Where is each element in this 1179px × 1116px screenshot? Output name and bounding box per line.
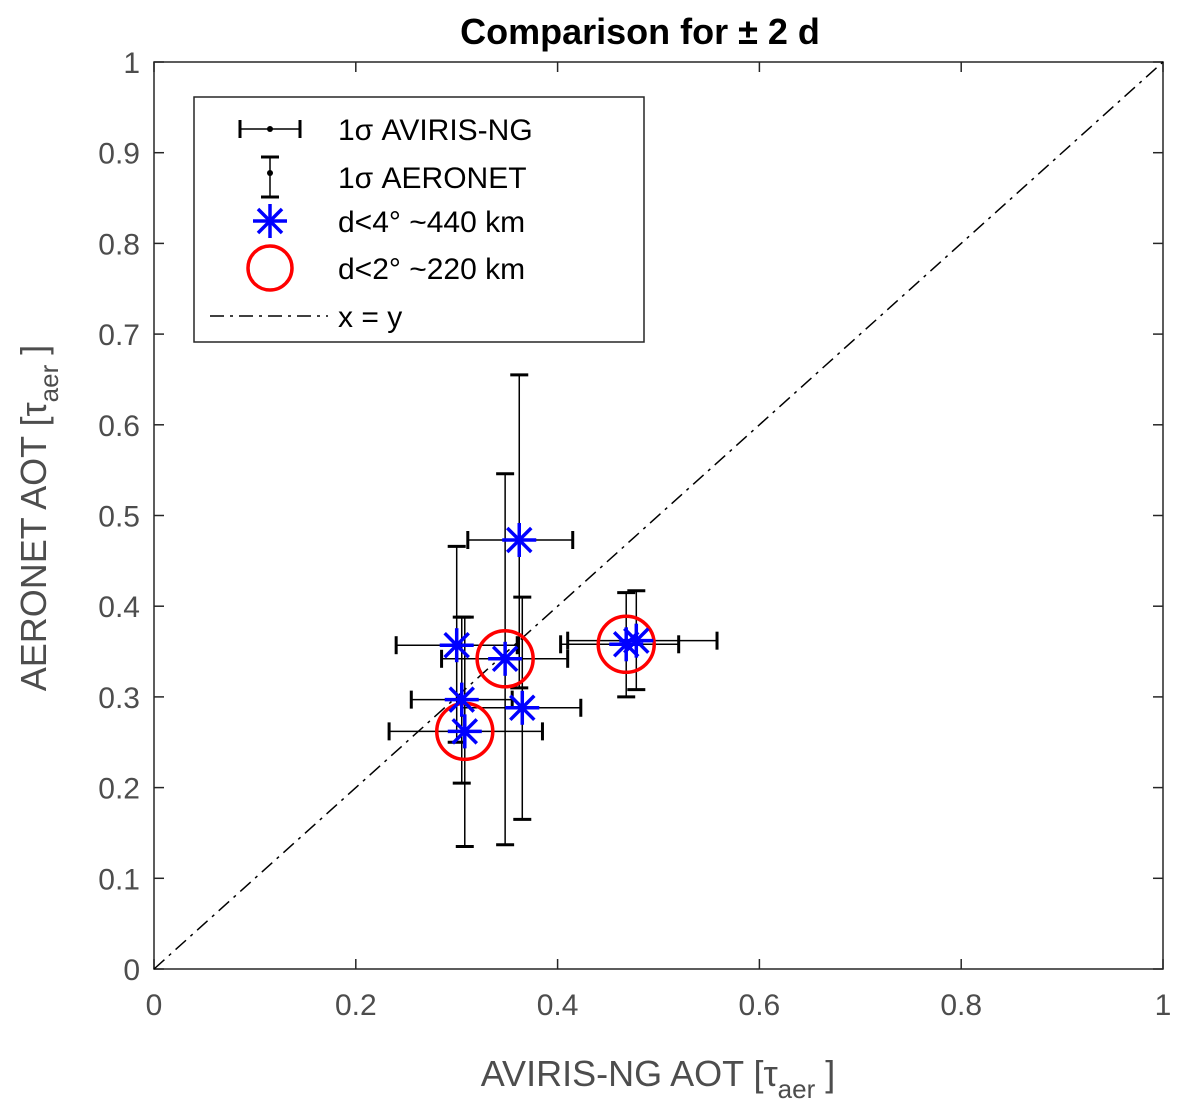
asterisk-stroke	[506, 526, 533, 554]
asterisk-stroke	[491, 645, 519, 673]
legend-label: 1σ AERONET	[338, 162, 527, 195]
legend-entry: d<2° ~220 km	[246, 244, 525, 292]
circle-marker	[596, 614, 656, 675]
x-axis-title-end: ]	[815, 1053, 835, 1094]
x-axis-title-subscript: aer	[778, 1074, 816, 1104]
y-tick-label: 0.7	[98, 319, 140, 352]
y-axis-title-end: ]	[13, 345, 54, 365]
legend-asterisk-symbol	[253, 204, 287, 238]
legend-entry: 1σ AVIRIS-NG	[238, 114, 533, 147]
circle-marker	[475, 629, 535, 689]
asterisk-stroke	[443, 631, 470, 659]
legend-entry: x = y	[210, 301, 402, 334]
asterisk-stroke	[256, 207, 284, 235]
y-tick-label: 0.4	[98, 591, 140, 624]
y-axis-title: AERONET AOT [τaer ]	[13, 345, 64, 692]
chart-title: Comparison for ± 2 d	[460, 11, 820, 52]
legend-label: x = y	[338, 301, 402, 334]
asterisk-stroke	[623, 627, 650, 654]
legend-entry: d<4° ~440 km	[253, 204, 525, 239]
legend-xerror-dot	[267, 126, 273, 132]
asterisk-stroke	[451, 718, 479, 745]
asterisk-stroke	[509, 694, 536, 722]
y-tick-label: 0	[123, 954, 140, 987]
legend-label: d<4° ~440 km	[338, 206, 525, 239]
asterisk-marker	[444, 682, 479, 717]
asterisk-stroke	[448, 686, 476, 713]
y-tick-label: 0.5	[98, 501, 140, 534]
asterisk-marker	[439, 628, 474, 663]
x-axis-title-main: AVIRIS-NG AOT [τ	[481, 1053, 778, 1094]
x-tick-label: 0	[146, 989, 163, 1022]
asterisk-marker	[488, 641, 523, 676]
reference-line-x-equals-y	[153, 61, 1164, 970]
y-tick-label: 1	[123, 47, 140, 80]
legend-label: 1σ AVIRIS-NG	[338, 114, 533, 147]
y-tick-label: 0.2	[98, 773, 140, 806]
errorbar-group	[559, 591, 681, 699]
x-tick-label: 0.6	[739, 989, 781, 1022]
y-tick-label: 0.1	[98, 863, 140, 896]
x-axis-title: AVIRIS-NG AOT [τaer ]	[481, 1053, 836, 1104]
legend-label: d<2° ~220 km	[338, 253, 525, 286]
reference-line-layer	[153, 61, 1164, 970]
y-tick-label: 0.3	[98, 682, 140, 715]
asterisk-marker	[447, 714, 482, 749]
errorbar-layer	[387, 373, 719, 849]
asterisk-marker	[502, 522, 537, 557]
x-tick-label: 0.2	[335, 989, 377, 1022]
legend-circle-symbol	[246, 244, 294, 292]
y-tick-label: 0.9	[98, 138, 140, 171]
y-tick-label: 0.8	[98, 228, 140, 261]
legend-yerror-dot	[267, 170, 273, 176]
axes: 0 0.2 0.4 0.6 0.8 1 0 0.1 0.2 0.3 0.4 0.5 0.6 0.7 0.8 0…	[98, 47, 1171, 1022]
marker-layer	[435, 522, 656, 762]
asterisk-marker	[619, 623, 654, 658]
x-tick-label: 0.4	[537, 989, 579, 1022]
y-axis-title-main: AERONET AOT [τ	[13, 402, 54, 691]
x-tick-label: 1	[1155, 989, 1172, 1022]
y-tick-label: 0.6	[98, 410, 140, 443]
legend-entry: 1σ AERONET	[261, 155, 527, 199]
y-axis-title-subscript: aer	[34, 364, 64, 402]
asterisk-marker	[505, 690, 540, 725]
legend: 1σ AVIRIS-NG 1σ AERONET d<4° ~440 km d<2° ~…	[193, 96, 645, 343]
x-tick-label: 0.8	[940, 989, 982, 1022]
